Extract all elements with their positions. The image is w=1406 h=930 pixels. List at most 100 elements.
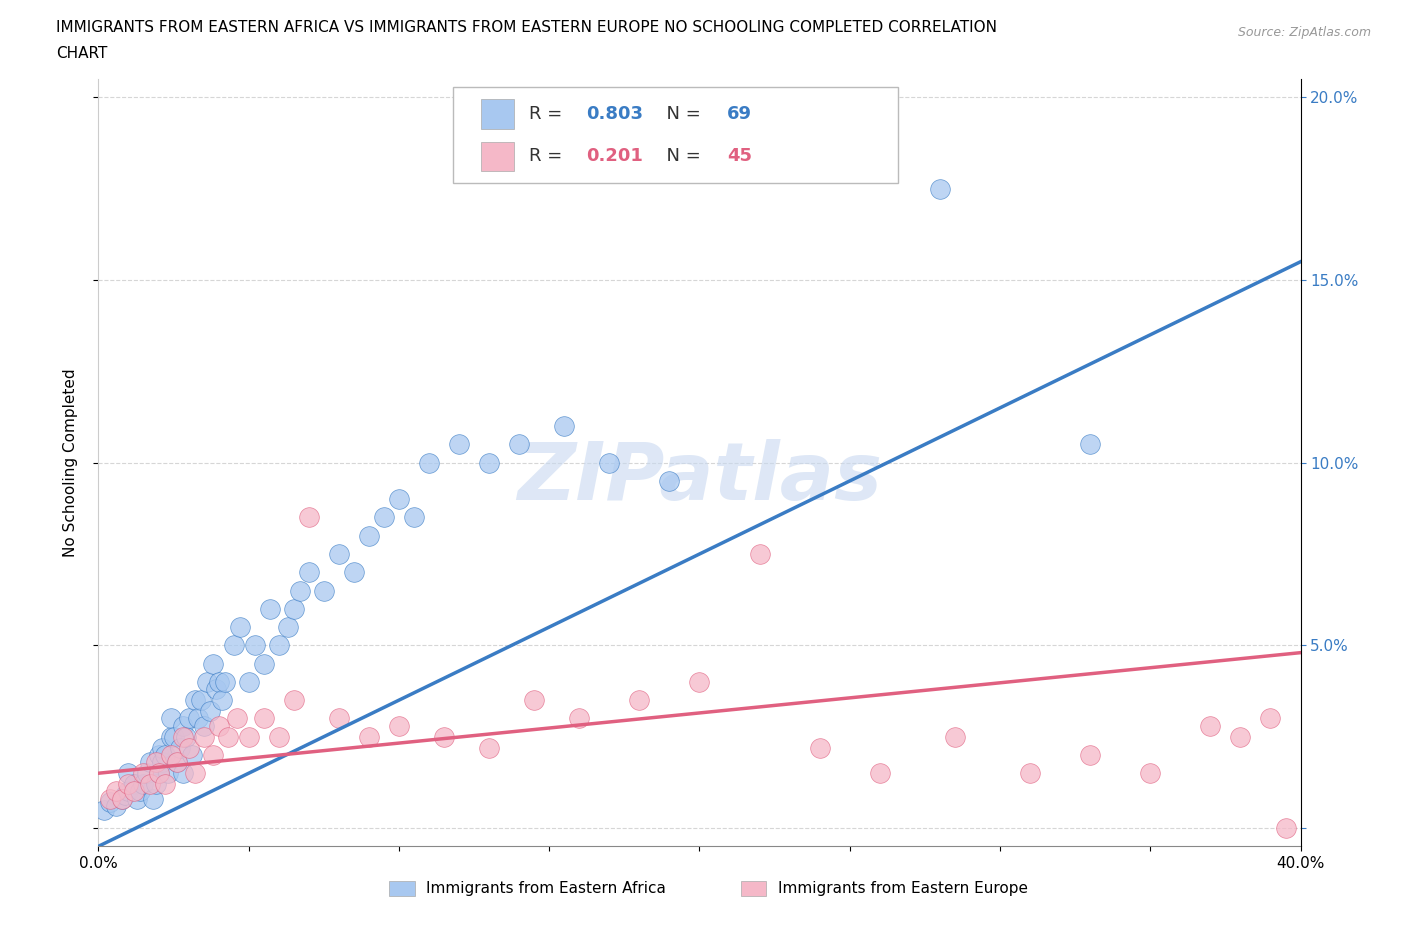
Point (222, 638, 245, 653)
Point (124, 784, 146, 799)
Point (283, 602, 305, 617)
Point (183, 693, 205, 708)
Point (193, 718, 215, 733)
Point (159, 748, 181, 763)
Point (214, 674, 236, 689)
Point (174, 729, 197, 744)
Point (187, 711, 209, 725)
Point (312, 583, 335, 598)
Point (253, 657, 276, 671)
Point (808, 740, 831, 755)
Point (148, 765, 170, 780)
Point (105, 784, 128, 799)
Point (658, 473, 681, 488)
Text: 45: 45 (727, 147, 752, 166)
Point (138, 777, 160, 791)
Point (553, 418, 575, 433)
Point (148, 765, 170, 780)
Point (193, 729, 215, 744)
Point (201, 748, 224, 763)
Point (153, 748, 176, 763)
Point (1274, 820, 1296, 835)
Point (238, 674, 260, 689)
Point (253, 711, 276, 725)
Point (111, 791, 134, 806)
Point (93, 803, 115, 817)
Point (243, 638, 266, 653)
Point (135, 765, 157, 780)
Point (100, 791, 122, 806)
Text: R =: R = (529, 147, 568, 166)
Point (433, 729, 456, 744)
Point (117, 765, 139, 780)
Text: Immigrants from Eastern Europe: Immigrants from Eastern Europe (778, 881, 1028, 896)
Text: 0.803: 0.803 (586, 105, 644, 123)
Point (228, 619, 250, 634)
Point (183, 765, 205, 780)
Point (943, 729, 966, 744)
Point (259, 602, 281, 617)
Point (162, 729, 184, 744)
Point (180, 748, 202, 763)
Point (195, 674, 218, 689)
Text: ZIPatlas: ZIPatlas (517, 439, 882, 517)
Point (328, 711, 350, 725)
Text: 0.201: 0.201 (586, 147, 644, 166)
Point (198, 704, 221, 719)
Point (208, 718, 231, 733)
Point (177, 711, 200, 725)
Point (402, 510, 425, 525)
Point (447, 437, 470, 452)
Point (1078, 437, 1101, 452)
Point (357, 528, 380, 543)
Point (283, 693, 305, 708)
Point (357, 729, 380, 744)
Point (388, 492, 411, 507)
Text: Immigrants from Eastern Africa: Immigrants from Eastern Africa (426, 881, 666, 896)
Point (166, 755, 188, 770)
Point (225, 711, 247, 725)
Point (388, 718, 411, 733)
Point (478, 455, 501, 470)
Point (929, 181, 952, 196)
Point (373, 510, 395, 525)
Point (172, 718, 194, 733)
Text: N =: N = (655, 147, 706, 166)
Y-axis label: No Schooling Completed: No Schooling Completed (63, 368, 77, 557)
Point (418, 455, 440, 470)
Point (166, 755, 188, 770)
Point (105, 799, 128, 814)
Point (111, 791, 134, 806)
Point (150, 755, 173, 770)
Point (114, 788, 136, 803)
Point (201, 657, 224, 671)
Point (148, 748, 170, 763)
Point (138, 755, 160, 770)
Point (1078, 748, 1101, 763)
Point (288, 583, 311, 598)
Point (172, 729, 194, 744)
Text: N =: N = (655, 105, 706, 123)
Point (141, 791, 163, 806)
Point (568, 711, 591, 725)
Point (124, 777, 146, 791)
FancyBboxPatch shape (453, 86, 898, 182)
Point (1139, 765, 1161, 780)
Point (153, 777, 176, 791)
Point (688, 674, 710, 689)
Point (298, 565, 321, 579)
Point (298, 510, 321, 525)
Point (211, 693, 233, 708)
Point (117, 777, 139, 791)
Point (523, 693, 546, 708)
Text: Source: ZipAtlas.com: Source: ZipAtlas.com (1237, 26, 1371, 39)
Point (277, 619, 299, 634)
Point (748, 547, 770, 562)
Point (159, 711, 181, 725)
Point (127, 791, 149, 806)
Text: 69: 69 (727, 105, 752, 123)
Point (159, 729, 181, 744)
Point (1019, 765, 1042, 780)
Point (217, 729, 239, 744)
Point (145, 777, 167, 791)
